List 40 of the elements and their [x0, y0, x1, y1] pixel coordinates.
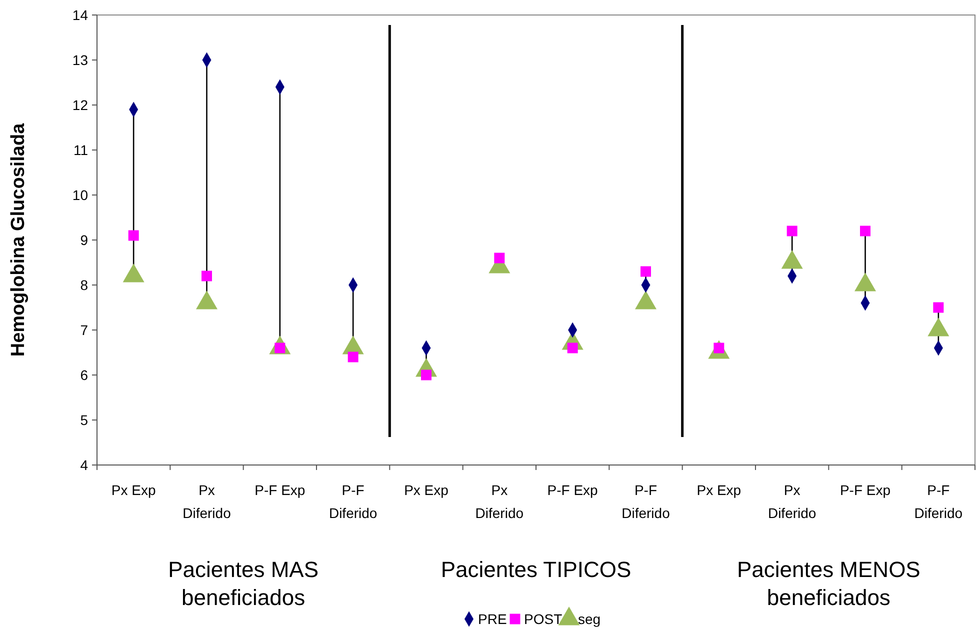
x-tick-label: P-F Diferido [328, 482, 378, 521]
point [640, 266, 651, 277]
x-tick-label: Px Diferido [475, 482, 524, 521]
y-tick-label: 12 [72, 96, 88, 113]
x-tick-label: Px Exp [404, 482, 449, 498]
x-tick-label: Px Exp [111, 482, 156, 498]
point [786, 226, 798, 236]
text: Pacientes MAS beneficiados [168, 557, 319, 610]
y-tick-label: 14 [72, 6, 88, 23]
legend-label: seg [578, 611, 601, 627]
point [421, 370, 432, 380]
text: Pacientes MENOS beneficiados [736, 557, 920, 610]
y-tick-label: 10 [72, 186, 88, 203]
y-axis-title: Hemoglobina Glucosilada [8, 122, 29, 357]
point [933, 302, 944, 313]
x-tick-label: P-F Exp [840, 482, 891, 498]
x-tick-label: P-F Diferido [914, 482, 963, 521]
y-tick-label: 8 [80, 276, 88, 293]
point [202, 270, 212, 282]
x-tick-label: Px Diferido [182, 482, 232, 521]
x-tick-label: P-F Diferido [622, 482, 670, 521]
point [494, 252, 505, 264]
y-tick-label: 13 [72, 52, 88, 68]
point [567, 342, 578, 354]
y-tick-label: 5 [80, 412, 88, 428]
legend-label: POST [524, 611, 563, 627]
x-tick-label: Px Diferido [768, 482, 816, 521]
y-tick-label: 4 [80, 456, 88, 473]
y-tick-label: 6 [80, 366, 88, 383]
x-tick-label: P-F Exp [547, 482, 598, 498]
x-tick-label: Px Exp [696, 482, 742, 498]
point [128, 230, 139, 241]
text: Pacientes TIPICOS [440, 557, 632, 582]
y-tick-label: 9 [80, 232, 88, 248]
point [860, 226, 870, 236]
y-tick-label: 11 [73, 142, 88, 158]
legend-label: PRE [478, 611, 507, 627]
point [348, 352, 358, 362]
y-tick-label: 7 [80, 322, 88, 338]
x-tick-label: P-F Exp [254, 482, 306, 498]
